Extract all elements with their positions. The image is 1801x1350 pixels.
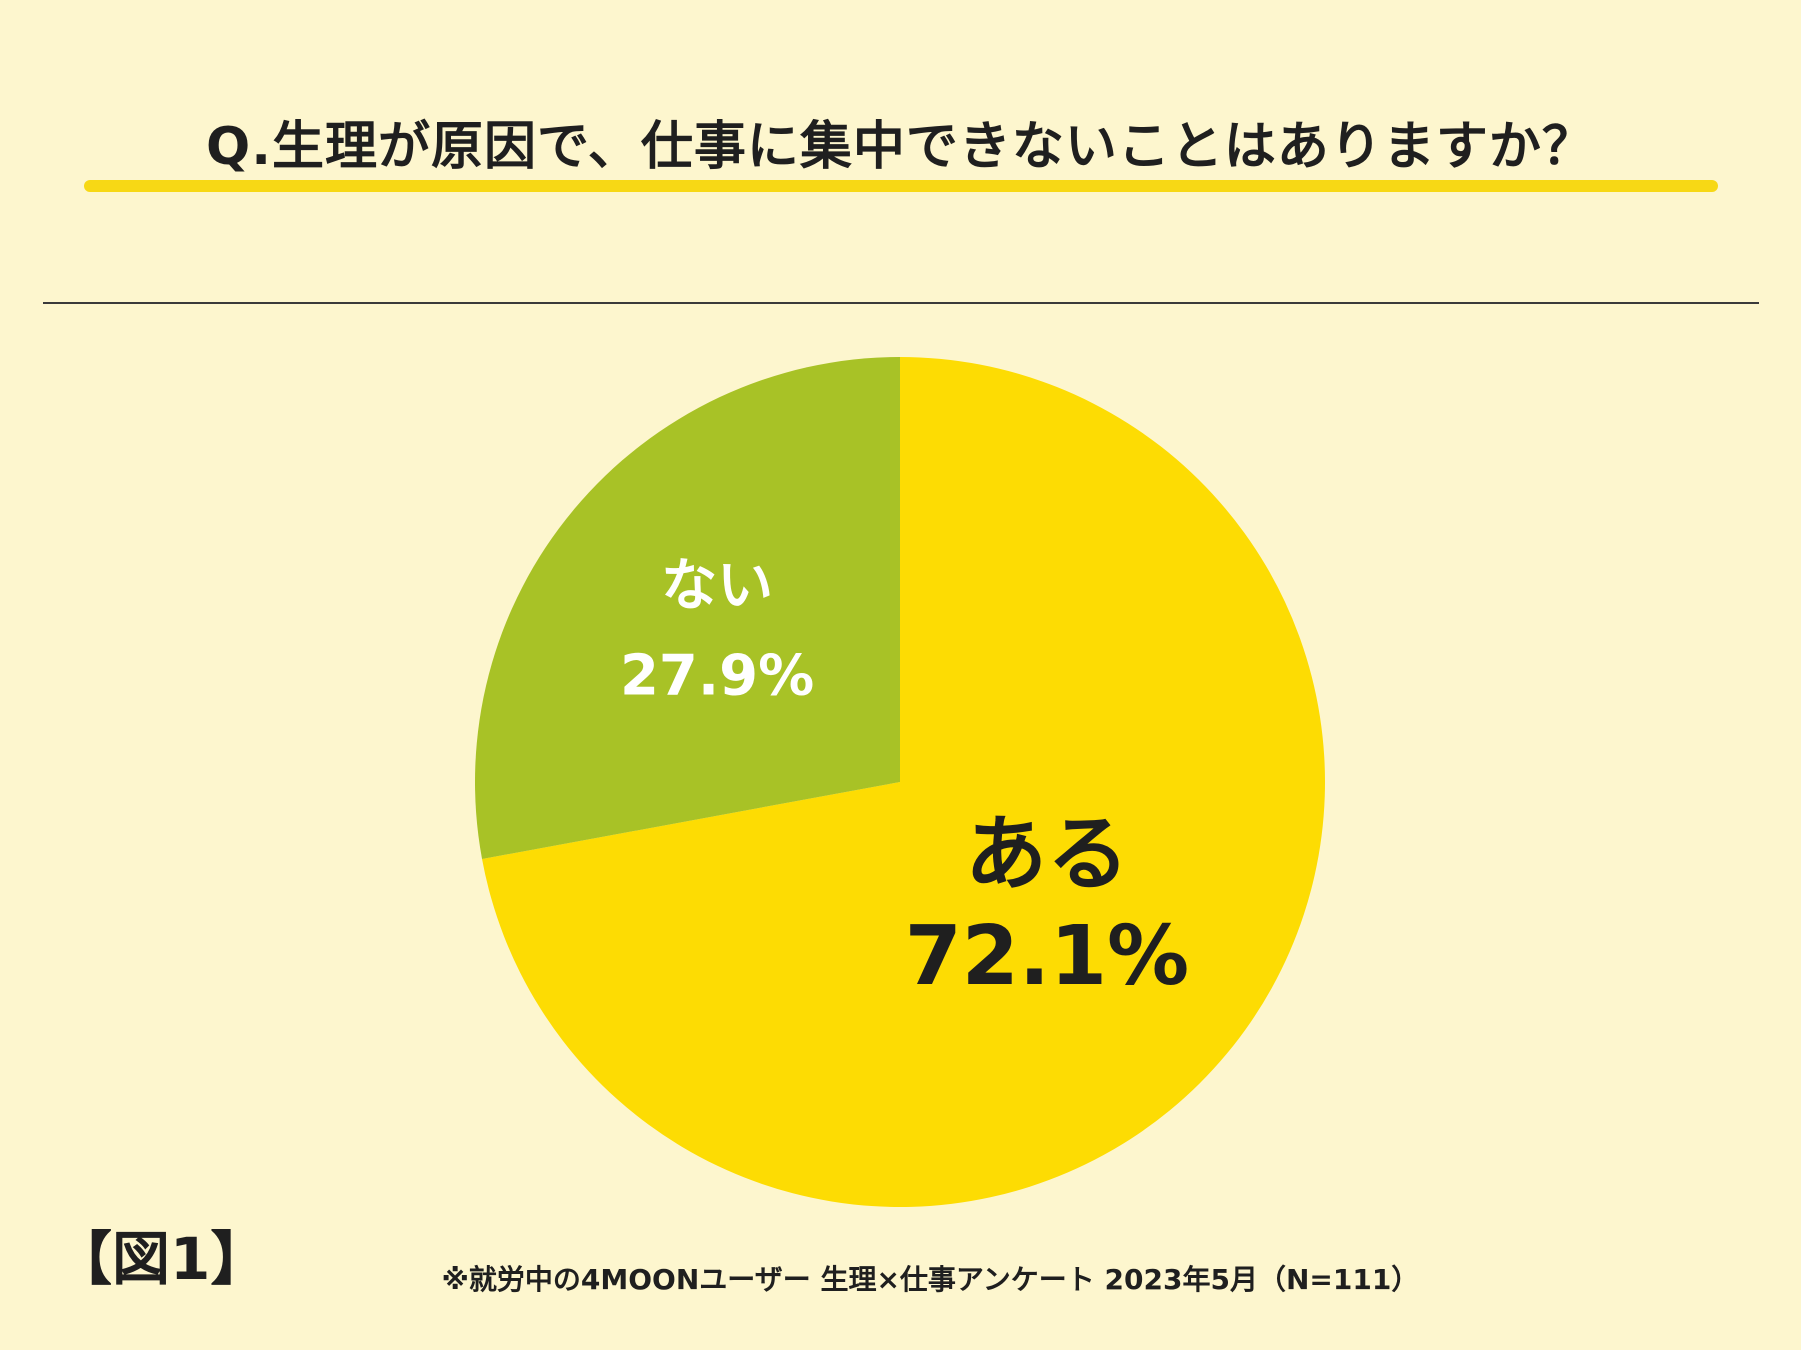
pie-slice-aru (482, 357, 1326, 1207)
slice-value-nai: 27.9% (620, 643, 814, 708)
figure-label: 【図1】 (54, 1225, 269, 1293)
slice-label-aru: ある (965, 807, 1129, 902)
slice-value-aru: 72.1% (905, 909, 1189, 1004)
chart-title: Q.生理が原因で、仕事に集中できないことはありますか？ (206, 117, 1595, 177)
title-block: Q.生理が原因で、仕事に集中できないことはありますか？ (0, 110, 1801, 200)
source-note: ※就労中の4MOONユーザー 生理×仕事アンケート 2023年5月（N=111） (441, 1263, 1420, 1296)
pie-slice-nai (475, 357, 900, 860)
slice-label-nai: ない (661, 553, 773, 618)
divider-line (43, 302, 1759, 304)
title-underline (84, 180, 1718, 192)
